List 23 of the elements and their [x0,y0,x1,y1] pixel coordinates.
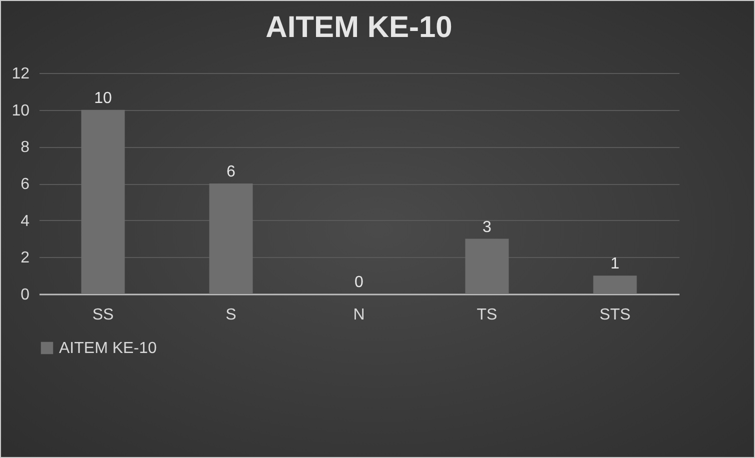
x-tick-label: STS [599,306,631,324]
data-label: 6 [226,164,236,180]
x-tick-label: S [226,306,236,324]
data-label: 10 [94,90,112,107]
y-tick-label: 12 [12,66,30,82]
y-tick-label: 2 [20,250,30,267]
data-label: 0 [354,274,364,291]
data-label: 1 [610,256,620,273]
y-tick-label: 8 [20,139,30,156]
bar [81,110,125,294]
bar [209,184,253,294]
bar [465,238,509,294]
x-tick-label: N [353,306,365,324]
y-tick-label: 4 [20,212,30,230]
x-tick-label: SS [92,306,114,324]
legend-label: AITEM KE-10 [59,340,157,357]
y-tick-label: 6 [20,176,30,193]
bar [593,276,637,294]
y-tick-label: 10 [12,102,30,120]
data-label: 3 [482,218,492,236]
chart-title: AITEM KE-10 [266,11,452,44]
x-tick-label: TS [476,306,498,324]
y-tick-label: 0 [20,286,30,304]
